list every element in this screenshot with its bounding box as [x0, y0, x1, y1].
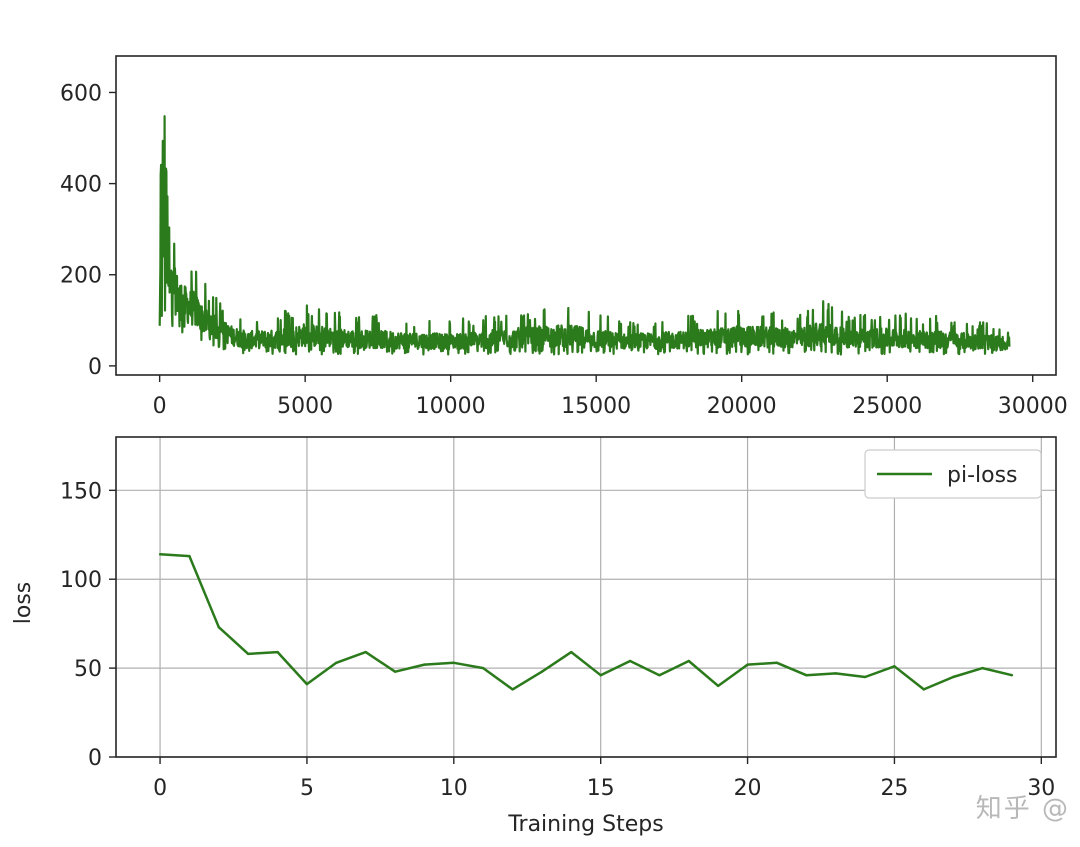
pi-loss-point — [364, 650, 367, 654]
pi-loss-point — [188, 554, 191, 558]
x-axis-label: Training Steps — [507, 812, 663, 837]
pi-loss-point — [1010, 674, 1014, 677]
bottom-y-tick-label: 150 — [60, 479, 102, 504]
pi-loss-point — [716, 684, 720, 688]
bottom-plot-frame — [115, 436, 1057, 758]
pi-loss-point — [423, 663, 426, 666]
pi-loss-point — [805, 674, 808, 677]
pi-loss-series — [158, 553, 1014, 691]
top-x-tick-label: 5000 — [277, 394, 333, 419]
top-plot-frame — [115, 55, 1057, 376]
pi-loss-point — [981, 666, 984, 670]
top-x-tick-label: 25000 — [852, 394, 922, 419]
bottom-x-tick-label: 10 — [440, 776, 468, 801]
pi-loss-point — [570, 650, 573, 654]
pi-loss-point — [687, 659, 691, 663]
pi-loss-point — [305, 682, 309, 686]
top-loss-line — [158, 115, 1011, 356]
top-x-tick-label: 30000 — [998, 394, 1068, 419]
pi-loss-line — [160, 553, 1013, 691]
top-x-tick-label: 0 — [153, 394, 167, 419]
pi-loss-point — [775, 661, 779, 664]
top-loss-series — [158, 115, 1011, 356]
pi-loss-point — [599, 674, 602, 677]
pi-loss-point — [658, 674, 661, 677]
bottom-loss-chart: 0 5 10 15 20 25 30 0 50 100 150 Training Steps lo… — [11, 436, 1057, 837]
pi-loss-point — [481, 666, 485, 670]
pi-loss-point — [246, 652, 250, 656]
legend: pi-loss — [864, 449, 1042, 499]
pi-loss-point — [540, 670, 544, 673]
bottom-y-tick-label: 100 — [60, 568, 102, 593]
top-loss-chart: 0 5000 10000 15000 20000 25000 30000 0 200 400 60… — [60, 55, 1068, 419]
pi-loss-point — [951, 675, 955, 679]
top-y-tick-label: 600 — [60, 81, 102, 106]
pi-loss-point — [393, 670, 397, 673]
y-axis-label: loss — [11, 582, 36, 625]
pi-loss-point — [217, 626, 221, 629]
bottom-x-tick-label: 30 — [1027, 776, 1055, 801]
top-y-tick-label: 0 — [88, 355, 102, 380]
pi-loss-point — [893, 665, 896, 668]
top-y-tick-label: 400 — [60, 173, 102, 198]
top-x-tick-label: 20000 — [707, 394, 777, 419]
pi-loss-point — [452, 661, 456, 664]
pi-loss-point — [628, 659, 632, 663]
pi-loss-point — [746, 663, 749, 666]
bottom-x-tick-label: 15 — [587, 776, 615, 801]
top-x-tick-label: 15000 — [561, 394, 631, 419]
pi-loss-point — [511, 688, 514, 691]
bottom-x-tick-label: 25 — [880, 776, 908, 801]
legend-box — [864, 449, 1042, 499]
top-x-tick-label: 10000 — [416, 394, 486, 419]
bottom-y-tick-label: 0 — [88, 746, 102, 771]
pi-loss-point — [158, 553, 162, 556]
watermark: 知乎 @ — [975, 794, 1070, 824]
legend-label: pi-loss — [947, 463, 1018, 488]
pi-loss-point — [834, 672, 837, 675]
bottom-x-tick-label: 5 — [300, 776, 314, 801]
bottom-x-tick-label: 0 — [153, 776, 167, 801]
pi-loss-point — [335, 661, 338, 664]
pi-loss-point — [276, 650, 279, 654]
top-y-tick-label: 200 — [60, 264, 102, 289]
bottom-x-tick-label: 20 — [734, 776, 762, 801]
pi-loss-point — [922, 688, 926, 691]
pi-loss-point — [863, 675, 867, 679]
bottom-y-tick-label: 50 — [74, 657, 102, 682]
